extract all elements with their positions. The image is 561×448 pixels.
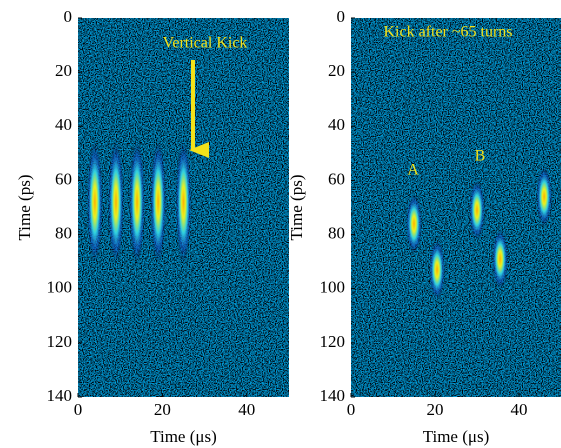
y-tick-label: 80 xyxy=(55,223,72,242)
y-axis-label: Time (ps) xyxy=(287,175,306,241)
x-tick-label: 0 xyxy=(347,400,356,419)
y-tick-label: 40 xyxy=(55,115,72,134)
y-tick-label: 120 xyxy=(47,332,73,351)
streak-spot xyxy=(406,193,422,254)
y-tick-label: 100 xyxy=(47,278,73,297)
x-tick-label: 0 xyxy=(74,400,83,419)
annotation: Vertical Kick xyxy=(163,35,248,52)
annotation: A xyxy=(407,162,419,179)
y-tick-label: 0 xyxy=(337,7,346,26)
y-tick-label: 0 xyxy=(64,7,73,26)
streak-spot xyxy=(129,140,146,265)
y-axis-label: Time (ps) xyxy=(15,175,34,241)
y-tick-label: 40 xyxy=(328,115,345,134)
x-tick-label: 40 xyxy=(238,400,255,419)
y-tick-label: 20 xyxy=(55,61,72,80)
y-tick-label: 20 xyxy=(328,61,345,80)
noise xyxy=(351,18,561,397)
streak-spot xyxy=(536,166,553,227)
streak-spot xyxy=(492,228,509,289)
streak-spot xyxy=(150,140,167,265)
y-tick-label: 140 xyxy=(320,386,346,405)
streak-spot xyxy=(107,140,124,265)
x-axis-label: Time (μs) xyxy=(423,427,490,446)
y-tick-label: 100 xyxy=(320,278,346,297)
streak-spot xyxy=(86,140,103,265)
x-axis-label: Time (μs) xyxy=(150,427,217,446)
streak-spot xyxy=(469,180,485,241)
x-tick-label: 40 xyxy=(511,400,528,419)
y-tick-label: 120 xyxy=(320,332,346,351)
streak-spot xyxy=(175,140,192,265)
annotation: Kick after ~65 turns xyxy=(383,24,512,41)
y-tick-label: 140 xyxy=(47,386,73,405)
y-tick-label: 60 xyxy=(55,169,72,188)
x-tick-label: 20 xyxy=(427,400,444,419)
streak-spot xyxy=(429,239,446,300)
annotation: B xyxy=(475,148,486,165)
y-tick-label: 80 xyxy=(328,223,345,242)
y-tick-label: 60 xyxy=(328,169,345,188)
x-tick-label: 20 xyxy=(154,400,171,419)
